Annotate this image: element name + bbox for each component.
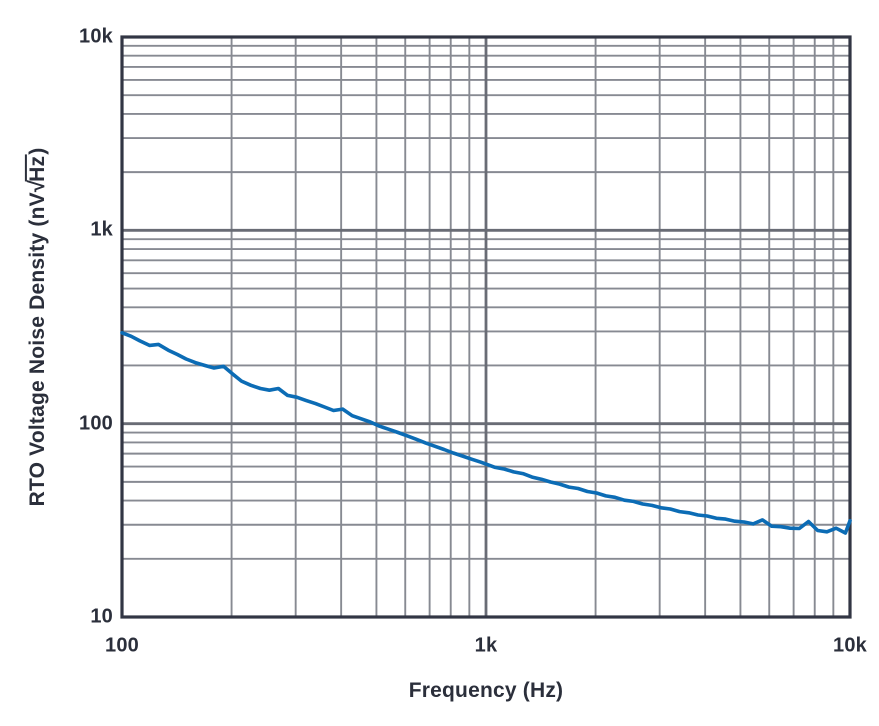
grid-major-lines <box>122 37 850 617</box>
y-tick-label: 100 <box>79 412 113 435</box>
y-axis-title: RTO Voltage Noise Density (nV√Hz) <box>24 147 49 507</box>
noise-curve <box>120 331 852 535</box>
x-tick-label: 10k <box>833 634 867 657</box>
y-axis-title-prefix: RTO Voltage Noise Density (nV <box>25 192 49 507</box>
x-tick-label: 100 <box>105 634 139 657</box>
y-tick-label: 10k <box>79 25 113 48</box>
y-tick-label: 10 <box>90 605 113 628</box>
x-axis-title: Frequency (Hz) <box>408 679 564 702</box>
y-axis-title-suffix: ) <box>25 147 49 155</box>
y-tick-label: 1k <box>90 218 113 241</box>
plot-border <box>120 35 852 619</box>
x-tick-label: 1k <box>474 634 498 657</box>
y-axis-title-radicand: Hz <box>24 154 49 182</box>
